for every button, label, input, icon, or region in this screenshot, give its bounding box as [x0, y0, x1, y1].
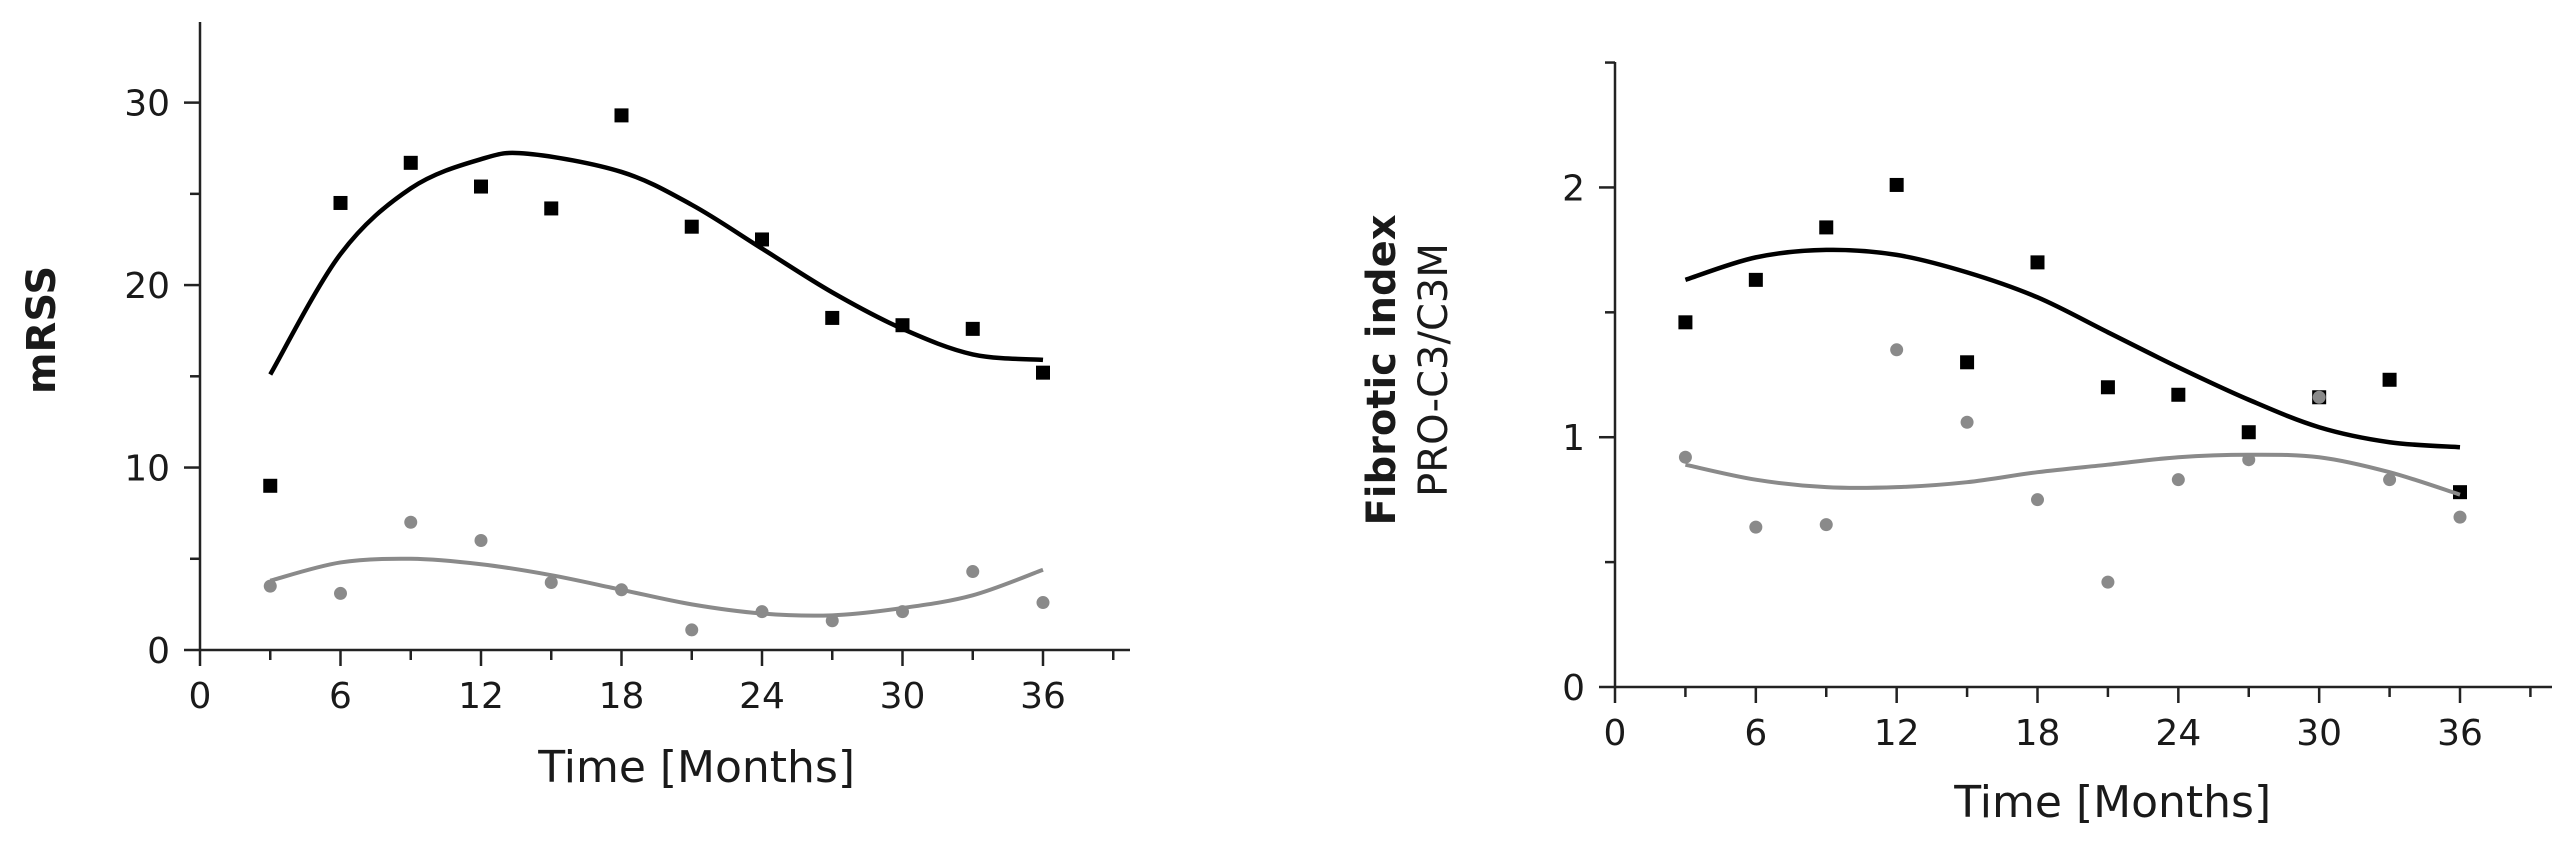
data-point-series-1	[1036, 596, 1050, 610]
x-tick-label: 30	[880, 676, 926, 717]
data-point-series-1	[966, 565, 980, 579]
x-tick-label: 30	[2296, 713, 2342, 754]
y-tick-label: 2	[1562, 168, 1585, 209]
data-point-series-0	[2100, 380, 2115, 395]
data-point-series-1	[615, 583, 628, 597]
data-point-series-1	[1749, 520, 1763, 534]
data-point-series-1	[2242, 453, 2256, 467]
chart-panel-mrss: 0 6 12 18 24 30 36 0 10 20 30 Time [Months] mRSS	[19, 22, 1130, 793]
data-point-series-1	[404, 515, 418, 529]
x-tick-label: 18	[2015, 713, 2061, 754]
data-point-series-0	[1678, 315, 1693, 330]
data-point-series-0	[1036, 365, 1050, 380]
x-tick-label: 12	[458, 676, 504, 717]
data-point-series-1	[1960, 415, 1974, 429]
data-point-series-1	[263, 579, 277, 593]
data-point-series-0	[1748, 272, 1763, 287]
fit-curve-series-1	[1685, 452, 2461, 497]
data-point-series-0	[2453, 485, 2467, 500]
data-point-series-0	[684, 219, 699, 234]
data-point-series-1	[896, 605, 909, 619]
data-point-series-1	[1819, 518, 1833, 532]
data-point-series-1	[544, 575, 558, 589]
data-point-series-1	[1890, 343, 1904, 357]
data-point-series-0	[263, 478, 278, 493]
data-point-series-0	[474, 179, 488, 194]
data-point-series-1	[2101, 575, 2115, 589]
x-axis-title: Time [Months]	[537, 742, 855, 793]
y-tick-label: 10	[124, 449, 170, 490]
data-point-series-1	[474, 534, 488, 548]
y-axis-title-bold: Fibrotic index	[1359, 214, 1405, 525]
data-point-series-0	[333, 195, 348, 210]
x-tick-label: 24	[739, 676, 785, 717]
y-tick-label: 0	[1562, 668, 1585, 709]
data-point-series-0	[825, 310, 840, 325]
data-point-series-1	[2453, 510, 2467, 524]
fit-curve-series-0	[268, 150, 1044, 376]
data-point-series-0	[755, 232, 769, 247]
data-point-series-1	[2031, 493, 2044, 507]
data-point-series-1	[334, 586, 347, 600]
y-axis-title: PRO-C3/C3M	[1411, 243, 1457, 497]
data-point-series-0	[544, 201, 559, 216]
data-point-series-1	[825, 614, 839, 628]
x-tick-label: 18	[599, 676, 645, 717]
data-point-series-1	[755, 605, 769, 619]
x-tick-label: 6	[329, 676, 352, 717]
data-point-series-1	[2171, 473, 2185, 487]
x-axis-title: Time [Months]	[1953, 777, 2271, 828]
data-point-series-0	[2171, 387, 2186, 402]
data-point-series-0	[614, 108, 629, 123]
data-point-series-0	[2382, 372, 2397, 387]
data-point-series-0	[403, 155, 418, 170]
data-point-series-1	[1678, 450, 1692, 464]
data-point-series-0	[2241, 425, 2256, 440]
y-tick-label: 0	[147, 631, 170, 672]
x-tick-label: 6	[1744, 713, 1767, 754]
x-tick-label: 12	[1874, 713, 1920, 754]
data-point-series-1	[2312, 390, 2326, 404]
fit-curve-series-0	[1684, 247, 2461, 450]
data-point-series-0	[1819, 220, 1834, 235]
x-tick-label: 36	[1020, 676, 1066, 717]
x-tick-label: 0	[189, 676, 212, 717]
data-point-series-1	[685, 623, 699, 637]
data-point-series-0	[895, 318, 910, 333]
x-tick-label: 36	[2437, 713, 2483, 754]
y-axis-title: mRSS	[19, 266, 65, 394]
x-tick-label: 0	[1604, 713, 1627, 754]
y-tick-label: 1	[1562, 418, 1585, 459]
data-point-series-1	[2383, 473, 2397, 487]
x-tick-label: 24	[2155, 713, 2201, 754]
data-point-series-0	[2030, 255, 2045, 270]
data-point-series-0	[1960, 355, 1975, 370]
y-tick-label: 20	[124, 266, 170, 307]
data-point-series-0	[1889, 177, 1904, 192]
data-point-series-0	[965, 321, 980, 336]
y-tick-label: 30	[124, 84, 170, 125]
fit-curve-series-1	[269, 556, 1044, 618]
